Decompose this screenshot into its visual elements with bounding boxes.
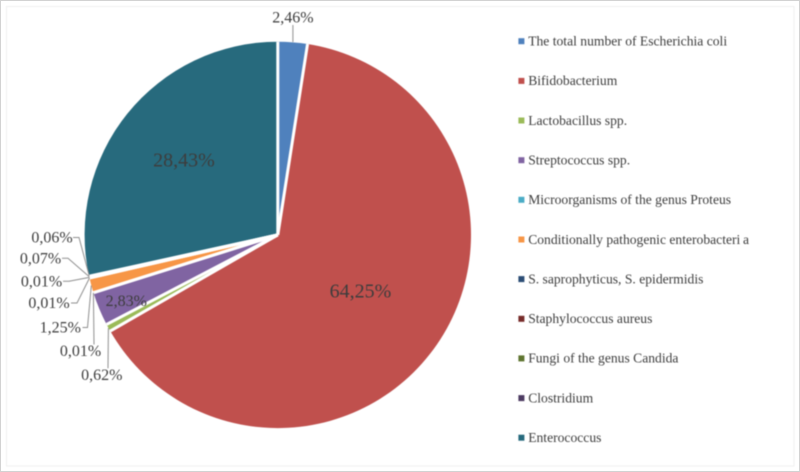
svg-text:Bifidobacterium: Bifidobacterium: [528, 73, 618, 88]
svg-text:Microorganisms of the genus Pr: Microorganisms of the genus Proteus: [528, 192, 731, 207]
svg-text:Staphylococcus aureus: Staphylococcus aureus: [528, 311, 652, 326]
svg-text:Fungi of the genus Candida: Fungi of the genus Candida: [528, 351, 678, 366]
svg-text:Streptococcus spp.: Streptococcus spp.: [528, 153, 630, 168]
svg-text:0,06%: 0,06%: [31, 230, 72, 247]
svg-text:Clostridium: Clostridium: [528, 390, 593, 405]
svg-text:0,01%: 0,01%: [21, 274, 62, 291]
svg-text:The total number of Escherichi: The total number of Escherichia coli: [528, 34, 727, 49]
svg-text:64,25%: 64,25%: [330, 281, 392, 303]
svg-text:2,46%: 2,46%: [272, 10, 313, 27]
svg-text:Enterococcus: Enterococcus: [528, 430, 601, 445]
svg-text:Conditionally pathogenic enter: Conditionally pathogenic enterobacteri a: [528, 232, 749, 247]
svg-text:S. saprophyticus, S. epidermid: S. saprophyticus, S. epidermidis: [528, 271, 703, 286]
svg-text:Lactobacillus spp.: Lactobacillus spp.: [528, 113, 627, 128]
svg-text:1,25%: 1,25%: [40, 320, 81, 337]
svg-text:0,07%: 0,07%: [20, 251, 61, 268]
svg-text:0,01%: 0,01%: [60, 343, 101, 360]
svg-text:2,83%: 2,83%: [106, 293, 147, 310]
svg-text:0,01%: 0,01%: [28, 295, 69, 312]
svg-text:0,62%: 0,62%: [81, 367, 122, 384]
svg-text:28,43%: 28,43%: [153, 149, 215, 171]
